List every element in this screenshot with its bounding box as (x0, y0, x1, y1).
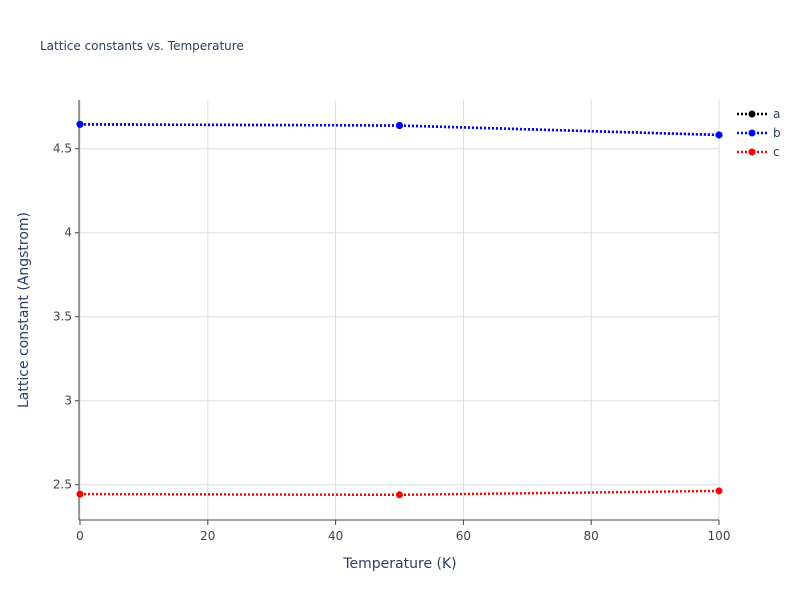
series-line (79, 489, 720, 497)
legend-label: a (773, 107, 780, 121)
y-axis-title: Lattice constant (Angstrom) (16, 212, 32, 408)
y-tick-label: 4 (64, 226, 72, 240)
x-tick-label: 60 (456, 529, 471, 543)
legend-label: b (773, 126, 781, 140)
marker (715, 131, 723, 139)
y-tick-label: 4.5 (53, 142, 72, 156)
y-tick-label: 2.5 (53, 478, 72, 492)
y-tick-label: 3.5 (53, 310, 72, 324)
y-tick-label: 3 (64, 394, 72, 408)
x-tick-label: 0 (76, 529, 84, 543)
x-tick-label: 100 (708, 529, 731, 543)
x-axis-title: Temperature (K) (342, 556, 456, 572)
chart-title: Lattice constants vs. Temperature (40, 39, 244, 53)
legend-label: c (773, 145, 780, 159)
x-tick-label: 40 (328, 529, 343, 543)
legend-marker (748, 129, 756, 137)
series-line (79, 123, 720, 137)
marker (396, 491, 403, 499)
x-tick-label: 20 (200, 529, 215, 543)
marker (76, 120, 84, 128)
marker (396, 122, 403, 130)
marker (76, 490, 84, 498)
marker (715, 487, 723, 495)
legend-marker (748, 148, 756, 156)
legend-marker (748, 110, 756, 118)
x-tick-label: 80 (584, 529, 599, 543)
